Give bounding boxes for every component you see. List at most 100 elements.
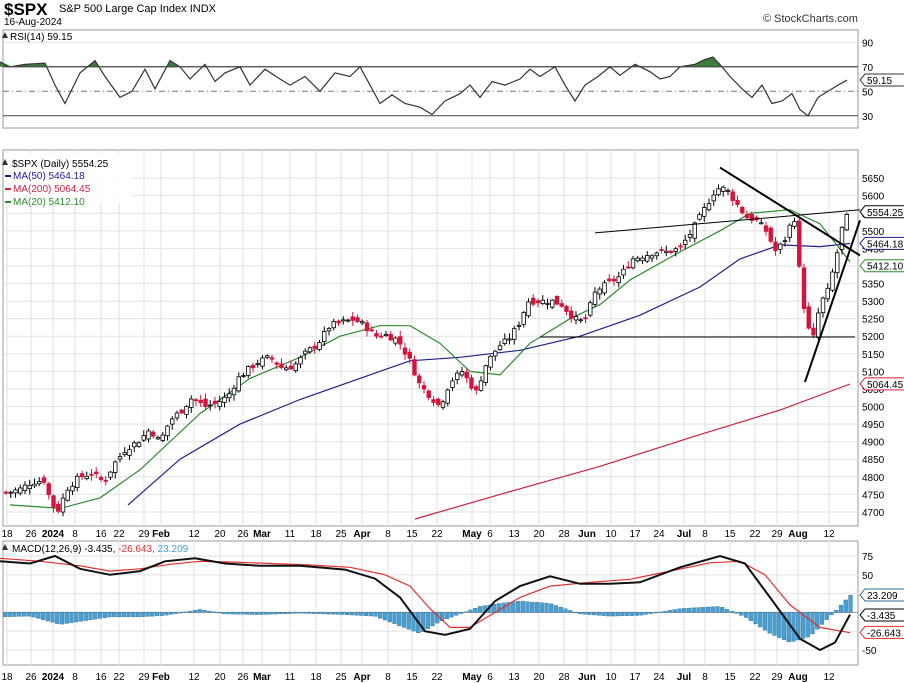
- price-legend-bg: [4, 153, 132, 203]
- macd-hist-bar: [55, 612, 60, 624]
- candle-body: [89, 473, 94, 476]
- macd-hist-bar: [378, 612, 383, 619]
- x-tick-label: 11: [285, 529, 296, 540]
- macd-hist-bar: [701, 607, 706, 613]
- macd-hist-bar: [102, 612, 107, 618]
- price-tick-5350: 5350: [862, 280, 885, 291]
- macd-hist-bar: [520, 601, 525, 613]
- macd-hist-bar: [330, 612, 335, 615]
- candle-body: [307, 347, 313, 353]
- x-tick-label: Apr: [353, 529, 370, 540]
- macd-hist-bar: [591, 612, 597, 616]
- macd-hist-bar: [572, 611, 578, 613]
- candle-body: [502, 338, 507, 344]
- candle-body: [735, 200, 740, 205]
- x-tick-label: 8: [385, 672, 391, 683]
- candle-body: [37, 481, 42, 485]
- macd-hist-bar: [69, 612, 74, 623]
- candle-body: [711, 194, 716, 202]
- chart-subtitle: S&P 500 Large Cap Index INDX: [59, 3, 216, 15]
- x-tick-label: 12: [188, 672, 200, 683]
- candle-body: [621, 268, 626, 276]
- macd-signal-value-tag-box: [859, 625, 904, 639]
- candle-body: [269, 357, 275, 360]
- ma20-value-tag: 5412.10: [867, 262, 904, 273]
- macd-hist-bar: [653, 612, 658, 614]
- macd-hist-bar: [150, 612, 155, 617]
- candle-body: [326, 328, 332, 332]
- candle-body: [345, 319, 351, 322]
- macd-hist-bar: [40, 612, 46, 620]
- macd-hist-bar: [26, 612, 31, 617]
- legend-label-0: MA(50) 5464.18: [13, 171, 85, 182]
- macd-hist-bar: [473, 607, 478, 613]
- candle-body: [398, 336, 403, 345]
- candle-body: [801, 267, 807, 310]
- macd-hist-bar: [173, 612, 179, 614]
- macd-hist-bar: [268, 612, 274, 615]
- rsi-legend-marker: [2, 32, 8, 38]
- macd-hist-bar: [720, 607, 725, 613]
- candle-body: [483, 365, 488, 383]
- macd-hist-bar: [2, 612, 8, 617]
- macd-hist-bar: [325, 612, 331, 615]
- price-tick-5250: 5250: [862, 315, 885, 326]
- macd-hist-bar: [430, 612, 435, 627]
- macd-hist-bar: [762, 612, 768, 631]
- macd-hist-bar: [558, 606, 563, 613]
- candle-body: [170, 418, 175, 425]
- chart-date: 16-Aug-2024: [4, 17, 62, 28]
- candle-body: [8, 491, 13, 494]
- macd-hist-bar: [245, 612, 250, 615]
- macd-hist-bar: [715, 606, 720, 613]
- candle-body: [678, 245, 683, 248]
- macd-hist-bar: [145, 612, 150, 617]
- macd-hist-bar: [648, 612, 654, 614]
- macd-hist-bar: [354, 612, 359, 616]
- candle-body: [559, 303, 564, 307]
- candle-body: [198, 399, 203, 404]
- x-tick-label: Mar: [253, 529, 271, 540]
- candle-body: [94, 471, 99, 475]
- candle-body: [407, 351, 412, 359]
- price-tick-5150: 5150: [862, 350, 885, 361]
- candle-body: [497, 345, 503, 351]
- candle-body: [336, 320, 341, 324]
- macd-hist-bar: [273, 612, 278, 615]
- price-tick-5300: 5300: [862, 297, 885, 308]
- candle-body: [792, 221, 797, 227]
- x-tick-label: 8: [702, 672, 708, 683]
- macd-hist-bar: [230, 612, 236, 615]
- x-tick-label: 17: [629, 672, 641, 683]
- candle-body: [616, 276, 621, 283]
- macd-hist-bar: [496, 603, 502, 613]
- price-tick-4950: 4950: [862, 420, 885, 431]
- x-tick-label: Feb: [152, 529, 170, 540]
- x-tick-label: May: [462, 672, 482, 683]
- macd-hist-bar: [349, 612, 354, 616]
- macd-hist-bar: [563, 608, 568, 613]
- macd-hist-bar: [553, 605, 559, 613]
- macd-hist-bar: [734, 612, 739, 614]
- ma50-value-tag-box: [859, 236, 904, 250]
- candle-body: [79, 473, 85, 478]
- macd-hist-bar: [444, 612, 449, 620]
- macd-hist-bar: [767, 612, 772, 634]
- macd-hist-bar: [515, 601, 521, 613]
- candle-body: [303, 350, 308, 355]
- macd-hist-bar: [302, 612, 307, 614]
- candle-body: [103, 479, 108, 482]
- x-tick-label: 29: [138, 672, 150, 683]
- candle-body: [41, 477, 47, 483]
- x-tick-label: 13: [508, 672, 520, 683]
- candle-body: [797, 220, 802, 267]
- macd-hist-bar: [368, 612, 373, 617]
- macd-hist-bar: [249, 612, 255, 615]
- macd-hist-bar: [83, 612, 88, 621]
- ma50-line: [127, 242, 851, 506]
- candle-body: [526, 301, 531, 317]
- candle-body: [440, 401, 446, 408]
- candle-body: [573, 316, 579, 321]
- candle-body: [222, 396, 227, 403]
- macd-hist-bar: [131, 612, 136, 618]
